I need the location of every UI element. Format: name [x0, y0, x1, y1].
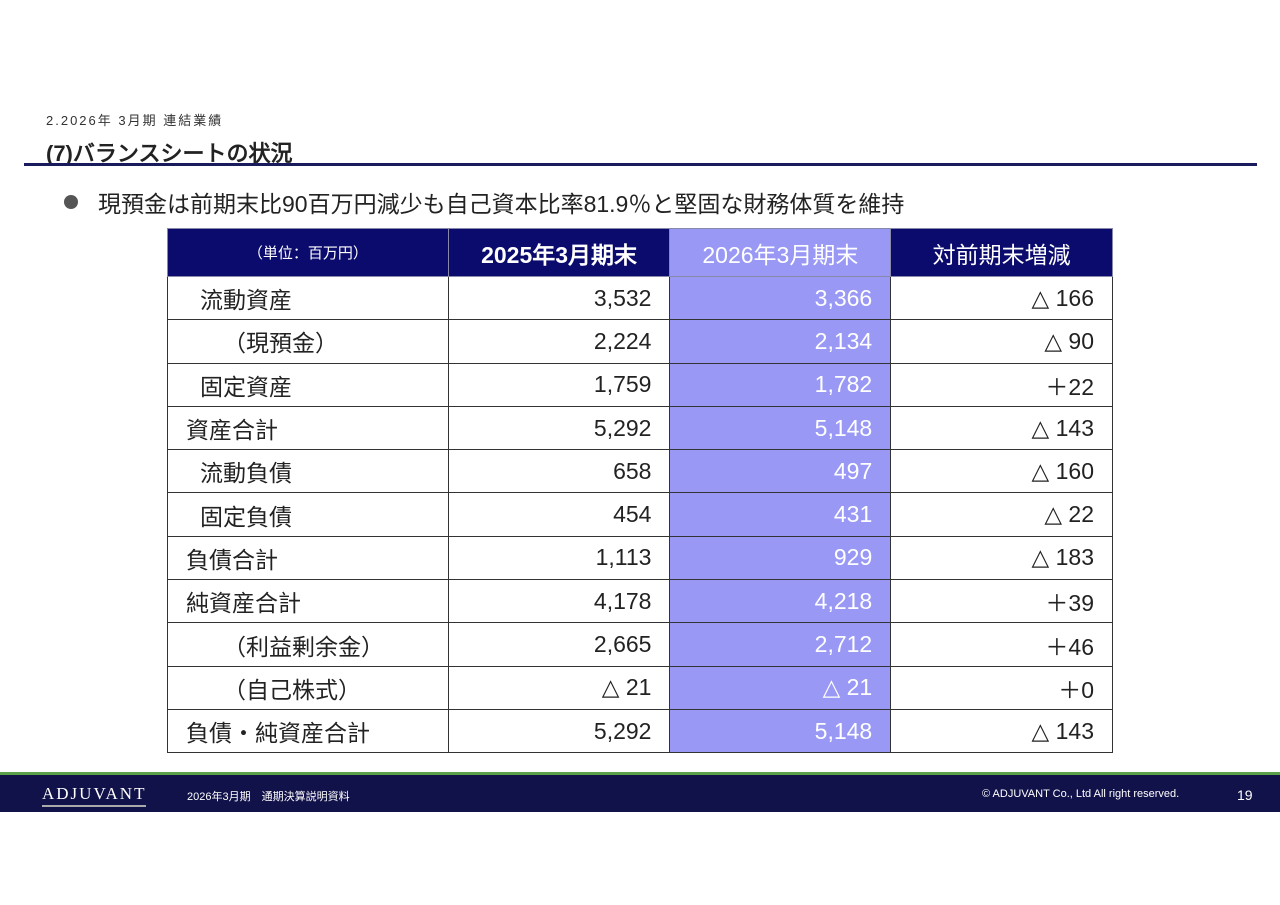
- value-2025: 1,113: [447, 535, 671, 581]
- row-label: （現預金）: [167, 319, 449, 364]
- row-label: 流動負債: [167, 449, 449, 494]
- table-row: 流動資産 3,532 3,366 △ 166: [167, 275, 1113, 321]
- value-2025: 2,224: [447, 319, 671, 364]
- row-label: 固定負債: [167, 492, 449, 537]
- table-row: （自己株式） △ 21 △ 21 ＋0: [167, 665, 1113, 710]
- section-label: 2.2026年 3月期 連結業績: [46, 113, 224, 128]
- value-2026: 4,218: [669, 579, 892, 624]
- table-row: 負債合計 1,113 929 △ 183: [167, 535, 1113, 581]
- page-number: 19: [1237, 787, 1253, 803]
- row-label: （利益剰余金）: [167, 622, 449, 667]
- value-diff: △ 22: [890, 492, 1113, 537]
- footer: ADJUVANT 2026年3月期 通期決算説明資料 © ADJUVANT Co…: [0, 772, 1280, 812]
- table-row: （利益剰余金） 2,665 2,712 ＋46: [167, 622, 1113, 667]
- value-2025: △ 21: [447, 665, 671, 710]
- page-title: (7)バランスシートの状況: [46, 141, 293, 166]
- table-row: 資産合計 5,292 5,148 △ 143: [167, 405, 1113, 451]
- value-diff: ＋0: [890, 665, 1113, 710]
- value-2026: 1,782: [669, 362, 892, 407]
- value-2025: 658: [447, 449, 671, 494]
- value-2026: △ 21: [669, 665, 892, 710]
- value-2026: 5,148: [669, 405, 892, 451]
- row-label: （自己株式）: [167, 665, 449, 710]
- row-label: 負債・純資産合計: [167, 708, 449, 754]
- value-diff: ＋22: [890, 362, 1113, 407]
- table-row: 固定資産 1,759 1,782 ＋22: [167, 362, 1113, 407]
- value-2026: 497: [669, 449, 892, 494]
- value-diff: △ 160: [890, 449, 1113, 494]
- value-2025: 1,759: [447, 362, 671, 407]
- header-2025: 2025年3月期末: [447, 228, 671, 277]
- value-2025: 5,292: [447, 405, 671, 451]
- bullet-text: 現預金は前期末比90百万円減少も自己資本比率81.9％と堅固な財務体質を維持: [98, 191, 905, 217]
- value-2026: 2,712: [669, 622, 892, 667]
- value-diff: △ 143: [890, 405, 1113, 451]
- table-row: （現預金） 2,224 2,134 △ 90: [167, 319, 1113, 364]
- table-row: 流動負債 658 497 △ 160: [167, 449, 1113, 494]
- header-2026: 2026年3月期末: [669, 228, 892, 277]
- value-2026: 431: [669, 492, 892, 537]
- document-title: 2026年3月期 通期決算説明資料: [187, 791, 350, 803]
- value-diff: △ 143: [890, 708, 1113, 754]
- copyright: © ADJUVANT Co., Ltd All right reserved.: [982, 788, 1180, 800]
- bullet-icon: [64, 195, 78, 209]
- balance-sheet-table: （単位：百万円） 2025年3月期末 2026年3月期末 対前期末増減 流動資産…: [167, 228, 1113, 754]
- value-2026: 5,148: [669, 708, 892, 754]
- value-diff: △ 183: [890, 535, 1113, 581]
- value-diff: △ 90: [890, 319, 1113, 364]
- value-diff: ＋39: [890, 579, 1113, 624]
- value-diff: ＋46: [890, 622, 1113, 667]
- value-2025: 5,292: [447, 708, 671, 754]
- company-logo: ADJUVANT: [42, 784, 147, 807]
- bullet-point: 現預金は前期末比90百万円減少も自己資本比率81.9％と堅固な財務体質を維持: [64, 185, 904, 219]
- row-label: 資産合計: [167, 405, 449, 451]
- value-2025: 454: [447, 492, 671, 537]
- row-label: 純資産合計: [167, 579, 449, 624]
- table-header-row: （単位：百万円） 2025年3月期末 2026年3月期末 対前期末増減: [167, 228, 1113, 277]
- value-2025: 4,178: [447, 579, 671, 624]
- value-2026: 2,134: [669, 319, 892, 364]
- value-2026: 929: [669, 535, 892, 581]
- table-row: 純資産合計 4,178 4,218 ＋39: [167, 579, 1113, 624]
- value-2026: 3,366: [669, 275, 892, 321]
- row-label: 流動資産: [167, 275, 449, 321]
- unit-header: （単位：百万円）: [167, 228, 449, 277]
- header-diff: 対前期末増減: [890, 228, 1113, 277]
- value-2025: 3,532: [447, 275, 671, 321]
- table-row: 負債・純資産合計 5,292 5,148 △ 143: [167, 708, 1113, 754]
- title-divider: [24, 163, 1257, 166]
- row-label: 固定資産: [167, 362, 449, 407]
- table-row: 固定負債 454 431 △ 22: [167, 492, 1113, 537]
- row-label: 負債合計: [167, 535, 449, 581]
- value-2025: 2,665: [447, 622, 671, 667]
- value-diff: △ 166: [890, 275, 1113, 321]
